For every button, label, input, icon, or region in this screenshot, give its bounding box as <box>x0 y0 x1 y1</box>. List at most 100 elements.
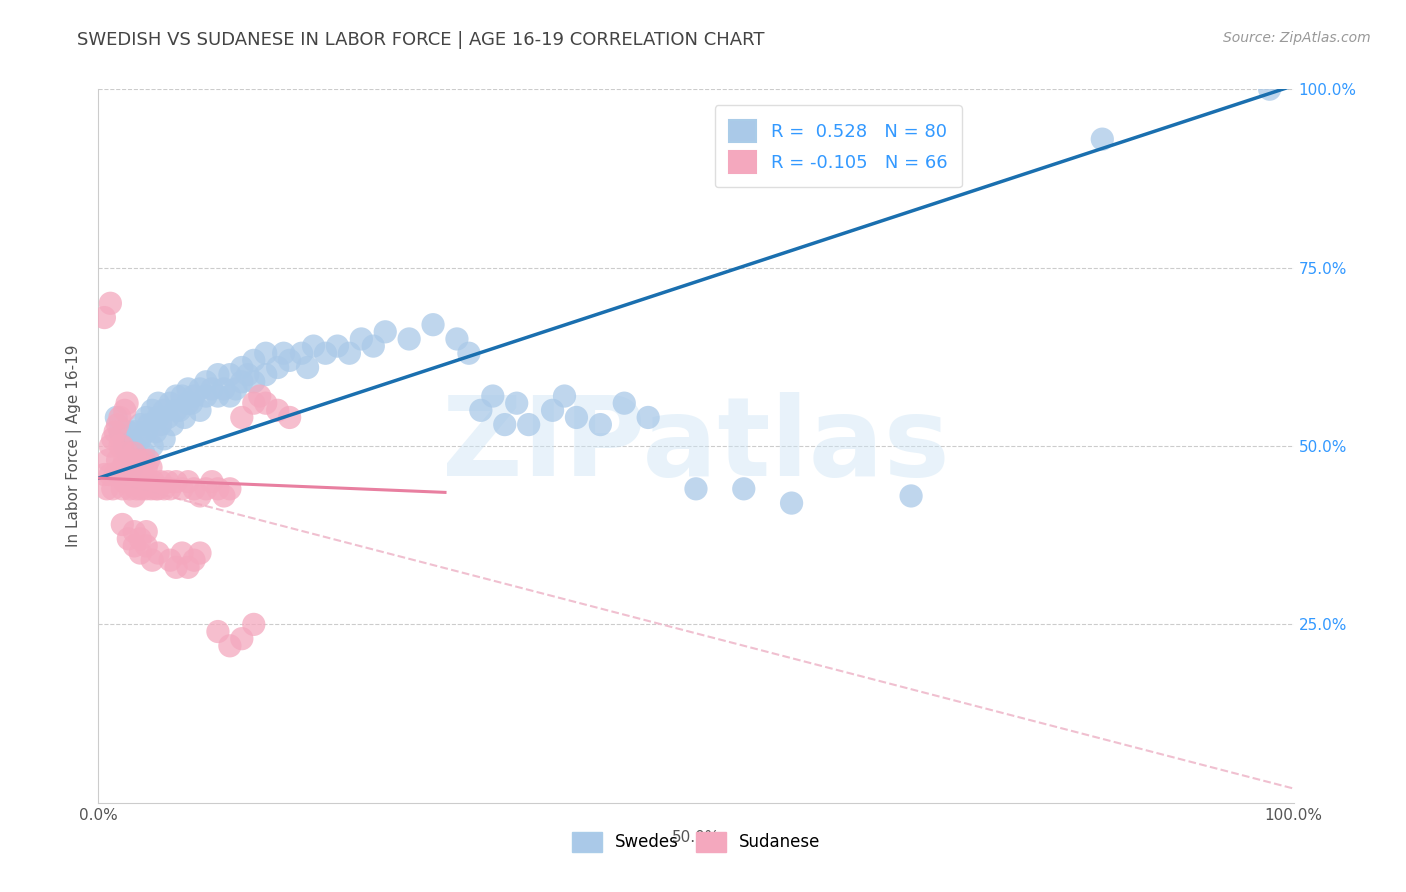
Point <box>135 482 157 496</box>
Point <box>101 482 124 496</box>
Point <box>111 517 134 532</box>
Point <box>114 439 136 453</box>
Point <box>148 396 170 410</box>
Point <box>481 389 505 403</box>
Point <box>225 382 247 396</box>
Point <box>506 396 529 410</box>
Point <box>243 375 266 389</box>
Point <box>159 396 181 410</box>
Point <box>900 489 922 503</box>
Point <box>231 360 253 375</box>
Point <box>125 482 148 496</box>
Point <box>138 475 160 489</box>
Point <box>231 632 253 646</box>
Point <box>117 425 139 439</box>
Point <box>98 439 122 453</box>
Point <box>93 310 115 325</box>
Text: Source: ZipAtlas.com: Source: ZipAtlas.com <box>1223 31 1371 45</box>
Point <box>273 346 295 360</box>
Point <box>135 539 157 553</box>
Point <box>589 417 612 432</box>
Point <box>374 325 396 339</box>
Point <box>159 482 181 496</box>
Point <box>132 453 155 467</box>
Point <box>177 560 200 574</box>
Point <box>554 389 576 403</box>
Legend: Swedes, Sudanese: Swedes, Sudanese <box>565 825 827 859</box>
Point <box>132 475 155 489</box>
Point <box>231 375 253 389</box>
Point <box>135 460 157 475</box>
Point <box>517 417 540 432</box>
Point <box>254 346 277 360</box>
Point <box>108 439 131 453</box>
Point <box>117 446 139 460</box>
Point <box>124 539 146 553</box>
Point <box>188 489 211 503</box>
Point <box>183 389 205 403</box>
Point <box>149 417 172 432</box>
Point <box>141 553 163 567</box>
Point <box>195 482 218 496</box>
Point <box>177 475 200 489</box>
Point <box>243 617 266 632</box>
Point <box>139 482 162 496</box>
Point <box>129 417 152 432</box>
Point <box>141 403 163 417</box>
Point <box>98 467 122 482</box>
Point <box>124 524 146 539</box>
Point <box>458 346 481 360</box>
Point <box>780 496 803 510</box>
Point <box>159 553 181 567</box>
Point <box>115 396 138 410</box>
Point <box>93 467 115 482</box>
Point <box>125 453 148 467</box>
Point <box>138 453 160 467</box>
Point <box>733 482 755 496</box>
Point <box>297 360 319 375</box>
Point <box>243 396 266 410</box>
Point <box>291 346 314 360</box>
Point <box>201 475 224 489</box>
Point <box>129 532 152 546</box>
Point <box>541 403 564 417</box>
Point <box>637 410 659 425</box>
Text: ZIPatlas: ZIPatlas <box>441 392 950 500</box>
Point <box>188 546 211 560</box>
Point <box>177 396 200 410</box>
Point <box>172 546 194 560</box>
Point <box>105 410 128 425</box>
Point <box>188 403 211 417</box>
Text: 50.0%: 50.0% <box>672 830 720 845</box>
Point <box>470 403 492 417</box>
Point <box>153 432 176 446</box>
Point <box>148 410 170 425</box>
Point <box>114 453 136 467</box>
Point <box>165 403 187 417</box>
Point <box>162 417 184 432</box>
Point <box>96 482 118 496</box>
Point <box>139 460 162 475</box>
Point <box>124 467 146 482</box>
Point <box>201 382 224 396</box>
Point <box>231 410 253 425</box>
Point <box>124 425 146 439</box>
Point <box>398 332 420 346</box>
Point <box>494 417 516 432</box>
Point <box>243 353 266 368</box>
Point <box>165 389 187 403</box>
Point <box>156 475 179 489</box>
Point <box>195 389 218 403</box>
Point <box>236 368 259 382</box>
Point <box>183 553 205 567</box>
Point <box>111 482 134 496</box>
Point <box>172 482 194 496</box>
Point <box>183 482 205 496</box>
Point <box>254 368 277 382</box>
Point <box>339 346 361 360</box>
Point <box>212 489 235 503</box>
Point <box>1091 132 1114 146</box>
Point <box>104 425 127 439</box>
Point <box>153 403 176 417</box>
Point <box>613 396 636 410</box>
